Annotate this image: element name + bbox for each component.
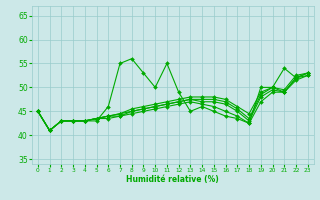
X-axis label: Humidité relative (%): Humidité relative (%) [126,175,219,184]
